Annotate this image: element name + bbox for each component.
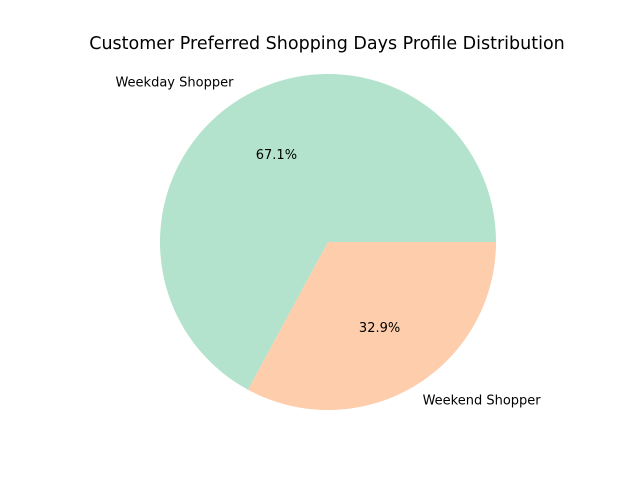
pct-label-weekend-shopper: 32.9% [359, 321, 400, 336]
slice-label-weekend-shopper: Weekend Shopper [423, 393, 542, 408]
pie-slices [159, 74, 496, 410]
chart-title: Customer Preferred Shopping Days Profile… [89, 34, 565, 54]
pie-slice-weekday-shopper [159, 74, 496, 390]
pie-labels: Weekday Shopper 67.1% Weekend Shopper 32.9% [115, 76, 541, 409]
pct-label-weekday-shopper: 67.1% [256, 148, 297, 163]
slice-label-weekday-shopper: Weekday Shopper [115, 76, 234, 91]
pie-slice-weekend-shopper [247, 242, 496, 410]
